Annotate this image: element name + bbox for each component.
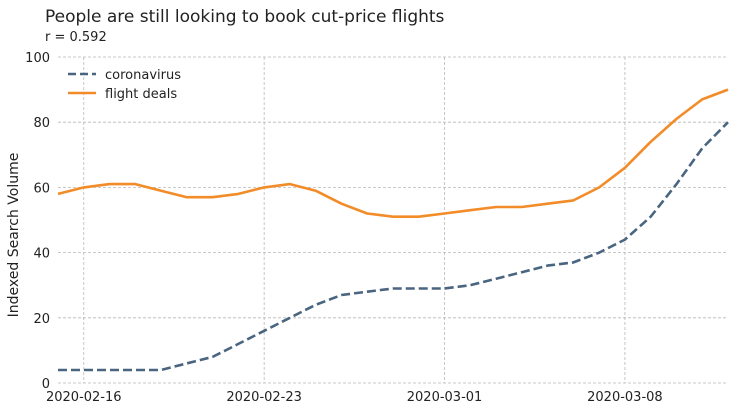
grid-lines (58, 56, 728, 384)
legend-label: coronavirus (105, 68, 181, 83)
series-line-flight-deals (57, 88, 729, 218)
legend-label: flight deals (105, 87, 177, 102)
y-tick-label: 40 (33, 247, 50, 262)
x-tick-label: 2020-02-23 (226, 390, 302, 405)
y-tick-label: 80 (33, 116, 50, 131)
x-tick-label: 2020-03-08 (587, 390, 663, 405)
y-tick-label: 0 (42, 377, 50, 392)
series-lines (57, 88, 729, 372)
y-axis-label: Indexed Search Volume (6, 153, 22, 318)
y-tick-labels: 0 20 40 60 80 100 (25, 51, 50, 392)
chart-subtitle: r = 0.592 (45, 30, 107, 45)
y-tick-label: 20 (33, 312, 50, 327)
chart-title: People are still looking to book cut-pri… (45, 7, 445, 27)
legend: coronavirus flight deals (68, 68, 181, 102)
x-tick-label: 2020-02-16 (46, 390, 122, 405)
y-tick-label: 100 (25, 51, 50, 66)
y-tick-label: 60 (33, 181, 50, 196)
series-line-coronavirus (58, 121, 729, 372)
x-tick-labels: 2020-02-16 2020-02-23 2020-03-01 2020-03-08 (46, 390, 663, 405)
x-tick-label: 2020-03-01 (407, 390, 483, 405)
